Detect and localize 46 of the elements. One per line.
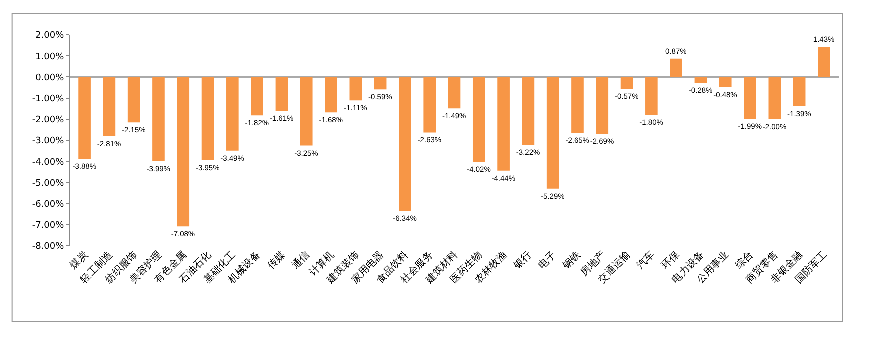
bar — [793, 77, 806, 107]
bar — [546, 77, 560, 189]
bar — [448, 77, 461, 109]
bar — [424, 77, 436, 133]
y-tick-label: -1.00% — [32, 94, 65, 104]
x-tick-label: 传媒 — [266, 250, 288, 272]
bar — [325, 77, 338, 113]
bar — [177, 77, 190, 227]
x-tick-label: 电子 — [536, 249, 559, 272]
bar — [350, 77, 362, 101]
bar — [152, 77, 165, 162]
bar — [128, 77, 140, 123]
y-tick-label: -7.00% — [32, 221, 65, 232]
x-tick-label: 银行 — [511, 250, 534, 273]
bar — [498, 77, 510, 171]
bar — [399, 77, 412, 211]
bar — [694, 77, 708, 84]
bar — [572, 77, 584, 134]
y-tick-label: -6.00% — [32, 200, 65, 210]
x-tick-label: 汽车 — [634, 249, 658, 272]
y-tick-label: -8.00% — [32, 242, 65, 252]
bar — [226, 77, 239, 151]
bar — [300, 77, 313, 146]
y-tick-label: 2.00% — [36, 31, 65, 42]
bar — [818, 47, 830, 78]
bar — [646, 77, 658, 116]
bar — [103, 77, 116, 136]
bar — [202, 77, 214, 161]
bar — [719, 77, 732, 88]
bar — [620, 77, 634, 90]
bar — [472, 77, 486, 162]
y-tick-label: 1.00% — [36, 52, 65, 62]
bar — [522, 77, 535, 146]
y-tick-label: -4.00% — [32, 158, 65, 168]
bar — [744, 77, 756, 120]
y-tick-label: -3.00% — [32, 136, 65, 147]
y-tick-label: -5.00% — [32, 178, 65, 189]
y-tick-label: 0.00% — [36, 73, 65, 84]
bar — [596, 77, 609, 134]
bar — [670, 58, 682, 78]
bar — [276, 77, 288, 112]
bar — [78, 77, 91, 160]
bar — [768, 77, 782, 120]
bar — [251, 77, 264, 116]
y-tick-label: -2.00% — [32, 116, 65, 126]
bar — [374, 77, 387, 90]
